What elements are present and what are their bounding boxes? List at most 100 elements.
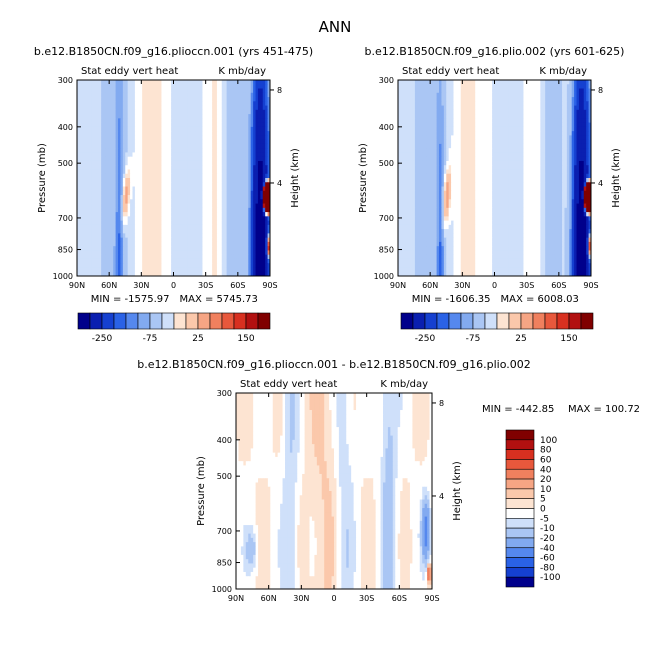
heatmap-cell [175,152,179,158]
heatmap-cell [267,173,271,179]
heatmap-cell [228,148,232,153]
heatmap-cell [236,105,240,111]
heatmap-cell [183,101,186,106]
heatmap-cell [202,160,206,166]
heatmap-cell [484,131,488,136]
heatmap-cell [233,216,237,222]
heatmap-cell [154,152,158,158]
heatmap-cell [559,109,563,115]
heatmap-cell [154,165,158,170]
heatmap-cell [96,199,100,204]
heatmap-cell [81,97,85,102]
heatmap-cell [241,212,244,217]
heatmap-cell [161,190,165,196]
heatmap-cell [253,233,256,239]
heatmap-cell [91,224,95,230]
heatmap-cell [178,216,182,222]
heatmap-cell [516,84,520,89]
heatmap-cell [118,186,121,192]
heatmap-cell [231,131,235,136]
heatmap-cell [149,220,153,226]
heatmap-cell [516,109,520,115]
heatmap-cell [127,139,131,145]
heatmap-cell [238,212,242,217]
heatmap-cell [79,267,83,273]
heatmap-cell [178,143,182,149]
heatmap-cell [265,241,268,247]
heatmap-cell [168,160,172,166]
heatmap-cell [161,84,165,89]
heatmap-cell [489,143,493,149]
heatmap-cell [173,131,177,136]
heatmap-cell [204,135,208,141]
heatmap-cell [248,88,252,94]
heatmap-cell [166,203,170,209]
heatmap-cell [257,199,261,204]
heatmap-cell [192,182,196,187]
heatmap-cell [142,131,145,136]
heatmap-cell [110,148,114,153]
heatmap-cell [496,109,500,115]
heatmap-cell [528,139,532,145]
heatmap-cell [588,122,592,128]
heatmap-cell [146,160,150,166]
heatmap-cell [98,169,102,175]
heatmap-cell [238,229,242,234]
heatmap-cell [163,241,167,247]
heatmap-cell [506,84,510,89]
heatmap-cell [248,267,252,273]
heatmap-cell [407,101,411,106]
heatmap-cell [523,135,527,141]
heatmap-cell [426,139,430,145]
heatmap-cell [185,182,189,187]
heatmap-cell [144,80,148,85]
heatmap-cell [86,126,90,132]
heatmap-cell [91,182,95,187]
heatmap-cell [228,135,232,141]
heatmap-cell [402,143,406,149]
heatmap-cell [480,135,483,141]
heatmap-cell [465,114,469,119]
heatmap-cell [110,131,114,136]
heatmap-cell [511,88,515,94]
heatmap-cell [260,207,264,213]
heatmap-cell [513,84,517,89]
heatmap-cell [434,122,437,128]
heatmap-cell [110,118,114,124]
heatmap-cell [175,165,179,170]
heatmap-cell [265,220,268,226]
heatmap-cell [267,224,271,230]
heatmap-cell [262,84,266,89]
heatmap-cell [243,143,247,149]
heatmap-cell [422,105,425,111]
heatmap-cell [98,241,102,247]
heatmap-cell [122,254,126,260]
heatmap-cell [79,178,83,183]
heatmap-cell [173,114,177,119]
heatmap-cell [89,178,92,183]
heatmap-cell [508,122,512,128]
heatmap-cell [253,105,256,111]
heatmap-cell [429,84,433,89]
heatmap-cell [209,212,213,217]
heatmap-cell [185,178,189,183]
heatmap-cell [451,139,454,145]
heatmap-cell [216,126,220,132]
heatmap-cell [426,84,430,89]
heatmap-cell [84,92,88,98]
heatmap-cell [202,143,206,149]
heatmap-cell [588,109,592,115]
heatmap-cell [453,131,457,136]
heatmap-cell [118,224,121,230]
heatmap-cell [226,267,230,273]
heatmap-cell [77,118,80,124]
heatmap-cell [518,135,522,141]
heatmap-cell [98,131,102,136]
heatmap-cell [110,182,114,187]
heatmap-cell [202,126,206,132]
heatmap-cell [238,216,242,222]
heatmap-cell [91,143,95,149]
heatmap-cell [492,139,495,145]
heatmap-cell [86,178,90,183]
heatmap-cell [209,118,213,124]
